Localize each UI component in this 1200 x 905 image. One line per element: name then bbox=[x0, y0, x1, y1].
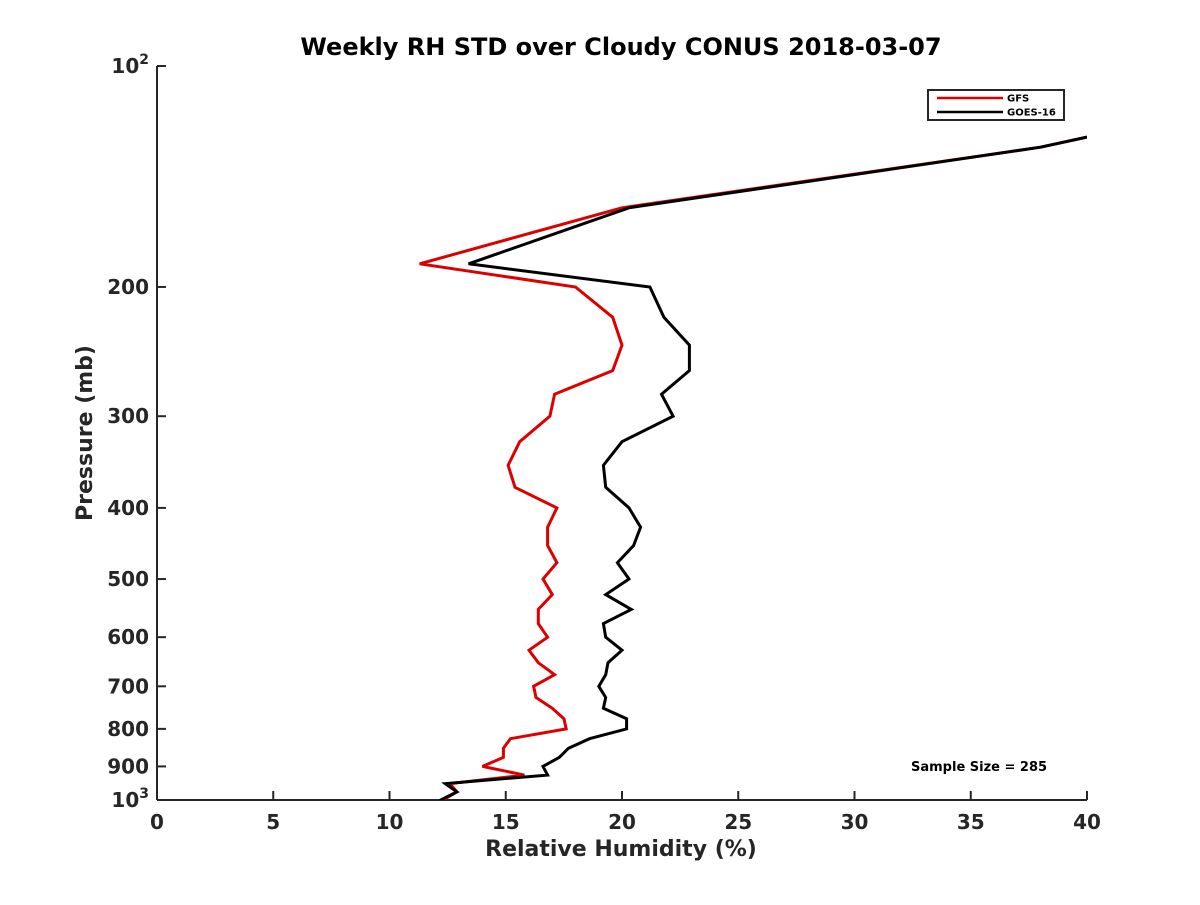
y-tick-label: 500 bbox=[107, 567, 149, 591]
y-tick-label: 103 bbox=[111, 786, 149, 812]
y-axis-label: Pressure (mb) bbox=[73, 345, 98, 521]
x-tick-label: 10 bbox=[376, 810, 404, 834]
x-tick-label: 35 bbox=[957, 810, 985, 834]
y-tick-label-base: 300 bbox=[107, 404, 149, 428]
y-tick-label: 400 bbox=[107, 496, 149, 520]
series-layer bbox=[419, 135, 1087, 800]
y-tick-label: 102 bbox=[111, 52, 149, 78]
y-tick-label-base: 900 bbox=[107, 754, 149, 778]
x-axis-label: Relative Humidity (%) bbox=[485, 837, 757, 862]
y-tick-label-exponent: 2 bbox=[139, 52, 149, 68]
axes bbox=[156, 66, 1087, 801]
legend: GFS GOES-16 bbox=[927, 89, 1065, 121]
chart-title: Weekly RH STD over Cloudy CONUS 2018-03-… bbox=[300, 33, 941, 61]
y-tick-label-base: 500 bbox=[107, 567, 149, 591]
y-tick-label: 200 bbox=[107, 275, 149, 299]
x-tick-label: 20 bbox=[608, 810, 636, 834]
x-tick-label: 40 bbox=[1073, 810, 1101, 834]
legend-label-goes16: GOES-16 bbox=[1007, 108, 1056, 119]
y-tick-label: 600 bbox=[107, 625, 149, 649]
legend-box bbox=[927, 89, 1065, 121]
y-tick-label-base: 200 bbox=[107, 275, 149, 299]
legend-label-gfs: GFS bbox=[1007, 94, 1029, 105]
x-tick-label: 15 bbox=[492, 810, 520, 834]
y-tick-label-base: 600 bbox=[107, 625, 149, 649]
y-tick-label: 800 bbox=[107, 717, 149, 741]
series-line-gfs bbox=[419, 135, 1087, 800]
y-tick-label-exponent: 3 bbox=[139, 786, 149, 802]
y-tick-label-base: 10 bbox=[111, 788, 139, 812]
x-ticks: 0 5 10 15 20 25 30 35 40 bbox=[150, 791, 1101, 834]
sample-size-annotation: Sample Size = 285 bbox=[911, 760, 1047, 775]
y-tick-label-base: 700 bbox=[107, 674, 149, 698]
y-tick-label-base: 400 bbox=[107, 496, 149, 520]
y-tick-label: 300 bbox=[107, 404, 149, 428]
y-tick-label-base: 10 bbox=[111, 54, 139, 78]
x-tick-label: 0 bbox=[150, 810, 164, 834]
series-line-goes16 bbox=[439, 135, 1087, 800]
x-tick-label: 25 bbox=[724, 810, 752, 834]
y-tick-label: 700 bbox=[107, 674, 149, 698]
x-tick-label: 5 bbox=[266, 810, 280, 834]
y-tick-label-base: 800 bbox=[107, 717, 149, 741]
y-tick-label: 900 bbox=[107, 754, 149, 778]
x-tick-label: 30 bbox=[841, 810, 869, 834]
